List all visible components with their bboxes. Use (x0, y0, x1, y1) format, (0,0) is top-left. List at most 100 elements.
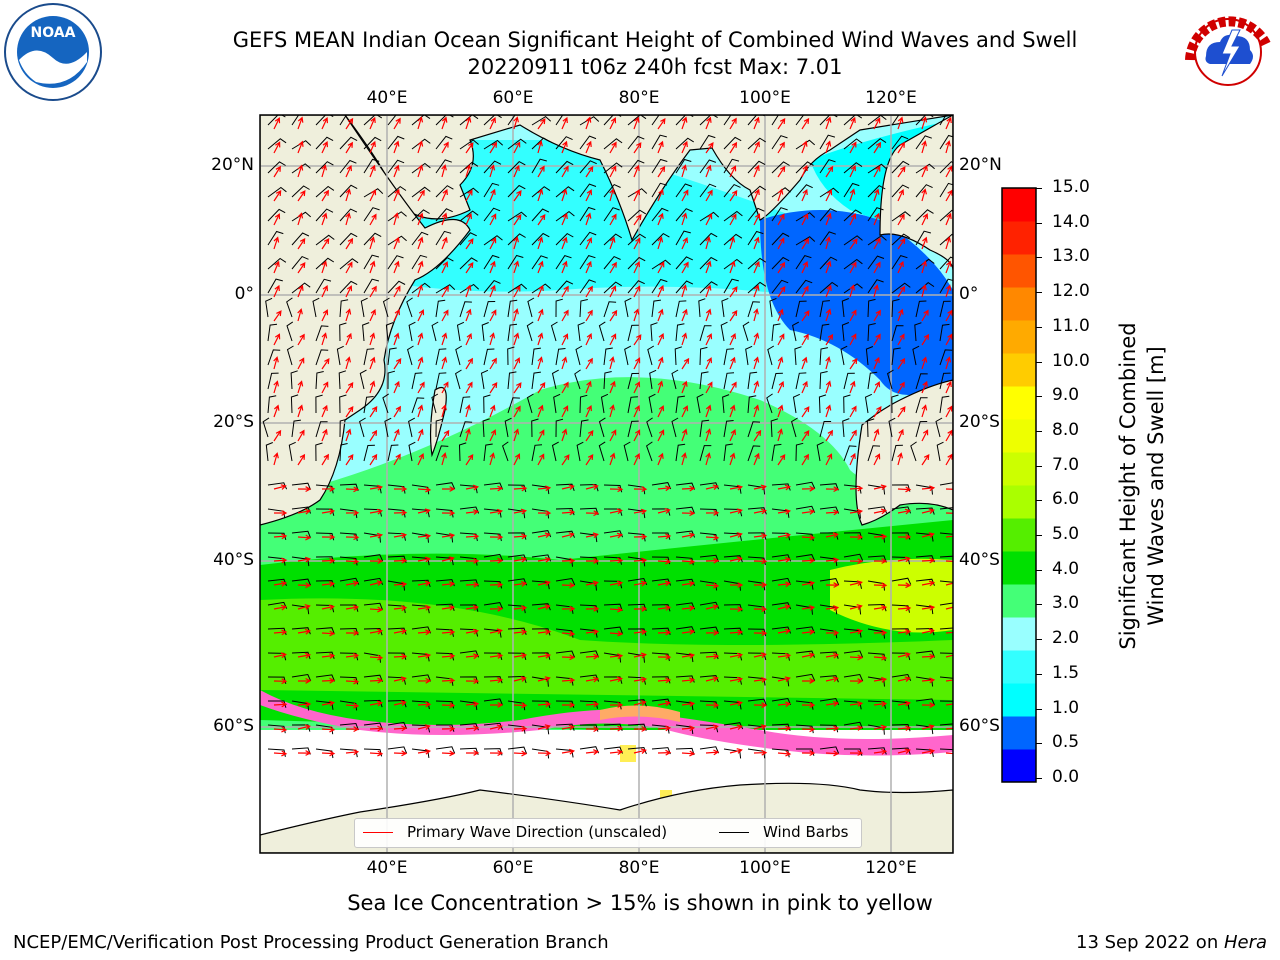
wave-direction-arrow (537, 604, 551, 610)
wind-barb (339, 394, 347, 414)
wave-direction-arrow (561, 381, 569, 394)
wave-direction-arrow (561, 582, 576, 589)
wind-barb (651, 182, 668, 198)
wind-barb (555, 136, 573, 150)
wave-direction-arrow (585, 285, 593, 298)
lon-tick-bottom: 40°E (366, 858, 408, 878)
wave-direction-arrow (873, 604, 888, 611)
wave-direction-arrow (897, 333, 905, 346)
wind-barb (627, 532, 646, 542)
wave-direction-arrow (921, 702, 936, 709)
wave-direction-arrow (513, 357, 521, 370)
wind-barb (843, 650, 864, 658)
colorbar-tick-mark (1036, 569, 1042, 571)
wave-direction-arrow (441, 629, 456, 636)
wave-direction-arrow (441, 236, 448, 250)
wave-direction-arrow (705, 484, 719, 490)
wind-barb (315, 349, 329, 366)
wave-direction-arrow (609, 606, 624, 613)
wave-direction-arrow (825, 404, 832, 418)
wind-barb (891, 233, 910, 246)
wind-barb (915, 163, 935, 174)
wave-direction-arrow (657, 452, 664, 466)
wave-direction-arrow (489, 404, 496, 418)
wave-direction-arrow (753, 630, 768, 637)
wave-direction-arrow (633, 237, 641, 250)
wave-direction-arrow (417, 556, 432, 563)
wind-barb (771, 602, 792, 610)
wave-direction-arrow (657, 629, 672, 636)
wind-barb (531, 603, 551, 611)
colorbar (1001, 187, 1037, 783)
wave-direction-arrow (585, 165, 594, 178)
wave-direction-arrow (777, 213, 785, 226)
wave-direction-arrow (729, 165, 737, 178)
wave-direction-arrow (705, 333, 713, 346)
wind-barb (507, 346, 515, 366)
wave-direction-arrow (297, 453, 306, 466)
wind-barb (340, 604, 359, 612)
lon-tick-top: 80°E (618, 88, 660, 108)
wave-direction-arrow (777, 581, 792, 588)
wind-barb (315, 185, 335, 198)
wave-direction-arrow (777, 165, 786, 178)
wind-barb (819, 347, 828, 366)
wave-direction-arrow (465, 284, 472, 298)
wave-direction-arrow (945, 604, 953, 610)
wave-direction-arrow (705, 357, 712, 370)
wave-direction-arrow (849, 141, 857, 154)
wave-direction-arrow (393, 260, 400, 274)
wind-barb (531, 137, 550, 150)
wave-direction-arrow (777, 356, 784, 370)
wave-direction-arrow (609, 557, 624, 564)
wave-direction-arrow (825, 165, 834, 178)
wind-barb (456, 321, 465, 342)
wave-direction-arrow (801, 652, 815, 659)
footer-date: 13 Sep 2022 on Hera (1076, 932, 1267, 953)
wind-barb (939, 209, 953, 222)
wind-barb (603, 233, 622, 246)
wave-direction-arrow (441, 381, 449, 394)
wave-direction-arrow (729, 629, 744, 636)
wind-barb (771, 256, 790, 270)
wave-direction-arrow (753, 429, 762, 442)
wave-direction-arrow (393, 140, 400, 154)
wind-barb (819, 208, 837, 222)
wave-direction-arrow (921, 532, 935, 538)
wind-barb (459, 556, 478, 566)
wind-barb (747, 230, 764, 246)
wind-barb (435, 508, 454, 518)
wind-barb (291, 140, 312, 150)
wind-barb (267, 161, 286, 174)
wave-direction-arrow (465, 404, 471, 418)
wind-barb (627, 420, 639, 438)
wind-barb (722, 394, 730, 414)
wave-direction-arrow (897, 486, 912, 493)
wave-direction-arrow (345, 308, 352, 322)
wind-barb (936, 441, 944, 462)
wave-direction-arrow (729, 236, 736, 250)
wave-direction-arrow (537, 701, 552, 708)
wave-direction-arrow (681, 510, 696, 517)
wind-barb (507, 211, 527, 222)
wave-direction-arrow (849, 380, 856, 394)
wave-direction-arrow (369, 236, 376, 250)
colorbar-tick-mark (1036, 326, 1042, 328)
wave-direction-arrow (369, 725, 384, 732)
wave-direction-arrow (441, 702, 456, 709)
wind-barb (891, 211, 911, 222)
wind-barb (576, 441, 584, 462)
wave-direction-arrow (681, 701, 696, 707)
wind-barb (555, 530, 575, 538)
wave-direction-arrow (753, 533, 768, 539)
wind-barb (819, 371, 828, 390)
wave-direction-arrow (753, 749, 768, 756)
wave-direction-arrow (561, 509, 576, 516)
wind-barb (291, 282, 311, 294)
wind-barb (435, 628, 454, 637)
wind-barb (507, 115, 516, 126)
wind-barb (652, 532, 671, 540)
wave-direction-arrow (489, 213, 497, 226)
wind-barb (339, 184, 358, 198)
wave-direction-arrow (465, 308, 472, 322)
